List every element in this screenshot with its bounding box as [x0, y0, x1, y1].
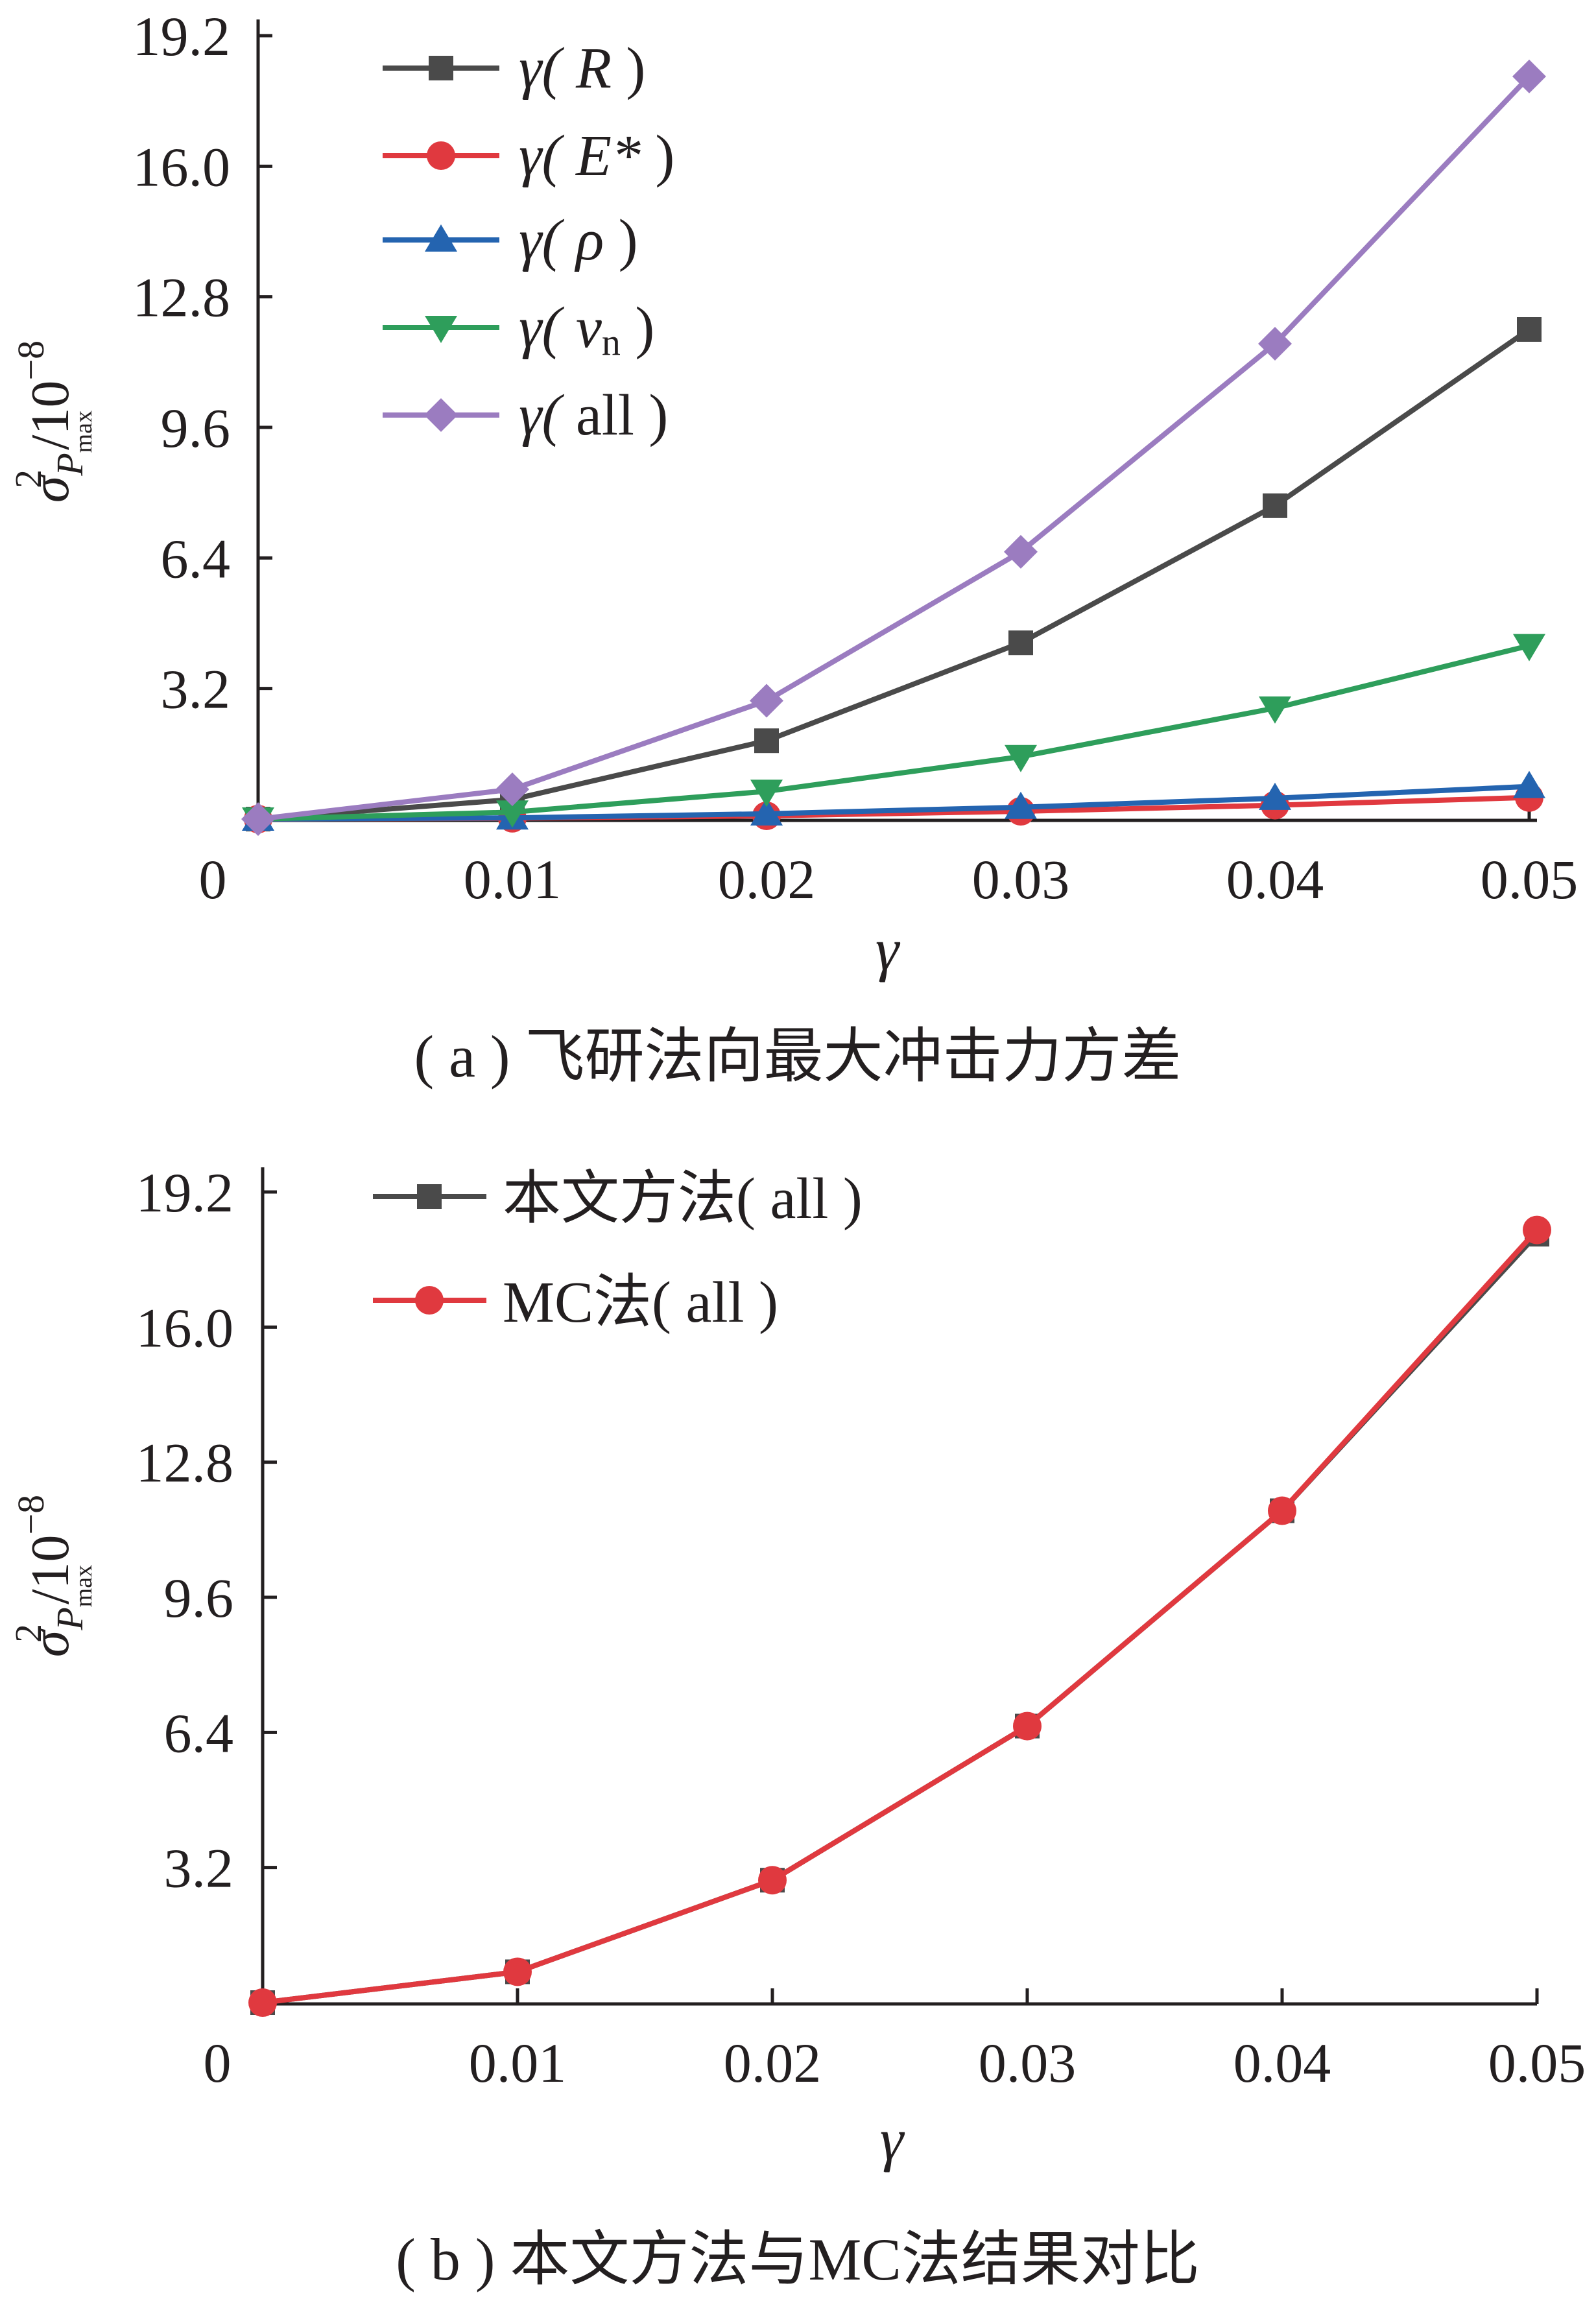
panel-a-x-ticks: 0 0.01 0.02 0.03 0.04 0.05	[199, 805, 1578, 911]
x-tick-label: 0.03	[979, 2032, 1077, 2094]
data-point	[496, 800, 529, 828]
panel-b-series	[248, 1215, 1551, 2017]
series-line	[262, 1232, 1539, 2005]
series-line	[257, 75, 1531, 822]
legend-item-gamma-E: γ( E* )	[383, 124, 674, 188]
panel-b-chart: 3.26.49.612.816.019.2 0 0.01 0.02 0.03 0.04 0…	[7, 1161, 1586, 2293]
data-point	[758, 1866, 787, 1895]
panel-a-x-axis-label: γ	[875, 916, 901, 983]
panel-a-chart: 3.26.49.612.816.019.2 0 0.01 0.02 0.03 0.04 0…	[7, 5, 1578, 1090]
square-marker-icon	[417, 1184, 442, 1209]
panel-a-y-ticks: 3.2 6.4 9.6 12.8 16.0 19.2	[133, 5, 272, 721]
y-tick-label: 12.8	[136, 1432, 234, 1494]
y-tick-label: 9.6	[161, 397, 231, 459]
data-point	[1005, 791, 1037, 819]
svg-text:γ( all ): γ( all )	[519, 383, 668, 447]
series-line	[257, 327, 1531, 822]
series-line	[257, 783, 1530, 822]
y-tick-label: 16.0	[133, 136, 231, 198]
circle-marker-icon	[415, 1286, 444, 1315]
data-point	[1512, 59, 1546, 93]
data-point	[1259, 696, 1291, 724]
data-point	[1513, 770, 1545, 798]
svg-text:MC法( all ): MC法( all )	[503, 1270, 778, 1335]
panel-a-series	[241, 59, 1546, 836]
panel-a-y-axis-label: σPmax2/10−8	[7, 340, 97, 503]
panel-b-y-ticks: 3.2 6.4 9.6 12.8 16.0 19.2	[136, 1161, 277, 1900]
svg-text:γ( vn ): γ( vn )	[519, 296, 654, 363]
series-4	[241, 59, 1546, 836]
panel-b-x-ticks: 0 0.01 0.02 0.03 0.04 0.05	[204, 1988, 1586, 2094]
data-point	[1258, 327, 1292, 361]
data-point	[503, 1957, 532, 1986]
y-tick-label: 9.6	[164, 1567, 234, 1629]
x-tick-label: 0.05	[1488, 2032, 1586, 2094]
svg-text:γ( ρ ): γ( ρ )	[519, 208, 638, 272]
circle-marker-icon	[427, 141, 455, 170]
data-point	[1259, 782, 1291, 810]
y-tick-label: 6.4	[164, 1702, 234, 1764]
series-1	[248, 1215, 1551, 2017]
data-point	[1005, 744, 1037, 772]
series-line	[257, 643, 1530, 822]
data-point	[495, 772, 529, 807]
data-point	[750, 798, 783, 826]
data-point	[750, 780, 783, 807]
triangle-up-marker-icon	[425, 224, 457, 252]
data-point	[248, 1988, 277, 2017]
x-tick-label: 0.02	[718, 848, 816, 911]
data-point	[1004, 534, 1038, 569]
data-point	[1513, 634, 1545, 661]
data-point	[1517, 317, 1542, 342]
svg-text:γ( R ): γ( R )	[519, 36, 645, 101]
data-point	[241, 802, 275, 836]
y-tick-label: 16.0	[136, 1296, 234, 1359]
series-line	[262, 1228, 1539, 2005]
y-tick-label: 19.2	[133, 5, 231, 67]
svg-text:γ( E* ): γ( E* )	[519, 124, 674, 188]
data-point	[1523, 1215, 1551, 1245]
panel-b-caption: ( b ) 本文方法与MC法结果对比	[396, 2226, 1199, 2293]
x-tick-label: 0	[204, 2032, 232, 2094]
triangle-down-marker-icon	[425, 316, 457, 343]
x-tick-label: 0.02	[724, 2032, 822, 2094]
legend-item-gamma-R: γ( R )	[383, 36, 645, 101]
legend-item-gamma-all: γ( all )	[383, 383, 668, 447]
x-tick-label: 0.04	[1226, 848, 1324, 911]
x-tick-label: 0.01	[464, 848, 562, 911]
series-0	[250, 1222, 1549, 2015]
x-tick-label: 0.03	[972, 848, 1070, 911]
y-tick-label: 3.2	[161, 658, 231, 721]
panel-b-y-axis-label: σPmax2/10−8	[7, 1495, 97, 1657]
y-tick-label: 6.4	[161, 527, 231, 590]
square-marker-icon	[429, 56, 453, 80]
y-tick-label: 12.8	[133, 267, 231, 329]
panel-a-caption: ( a ) 飞研法向最大冲击力方差	[414, 1023, 1181, 1090]
legend-item-gamma-rho: γ( ρ )	[383, 208, 638, 272]
data-point	[1268, 1496, 1296, 1525]
legend-item-this-method: 本文方法( all )	[373, 1167, 863, 1231]
diamond-marker-icon	[424, 398, 458, 432]
x-tick-label: 0.01	[469, 2032, 567, 2094]
legend-item-mc-method: MC法( all )	[373, 1270, 778, 1335]
data-point	[1008, 630, 1033, 656]
data-point	[754, 728, 779, 754]
series-0	[246, 317, 1542, 831]
y-tick-label: 19.2	[136, 1161, 234, 1224]
data-point	[1263, 493, 1287, 518]
x-tick-label: 0.04	[1233, 2032, 1331, 2094]
y-tick-label: 3.2	[164, 1837, 234, 1900]
panel-b-x-axis-label: γ	[880, 2106, 905, 2173]
data-point	[750, 684, 783, 718]
svg-text:本文方法( all ): 本文方法( all )	[503, 1167, 863, 1231]
data-point	[1013, 1711, 1042, 1741]
legend-item-gamma-vn: γ( vn )	[383, 296, 654, 363]
x-tick-label: 0	[199, 848, 227, 911]
panel-a-legend: γ( R ) γ( E* ) γ( ρ ) γ( vn ) γ( all )	[383, 36, 674, 447]
panel-b-legend: 本文方法( all ) MC法( all )	[373, 1167, 863, 1335]
x-tick-label: 0.05	[1481, 848, 1578, 911]
